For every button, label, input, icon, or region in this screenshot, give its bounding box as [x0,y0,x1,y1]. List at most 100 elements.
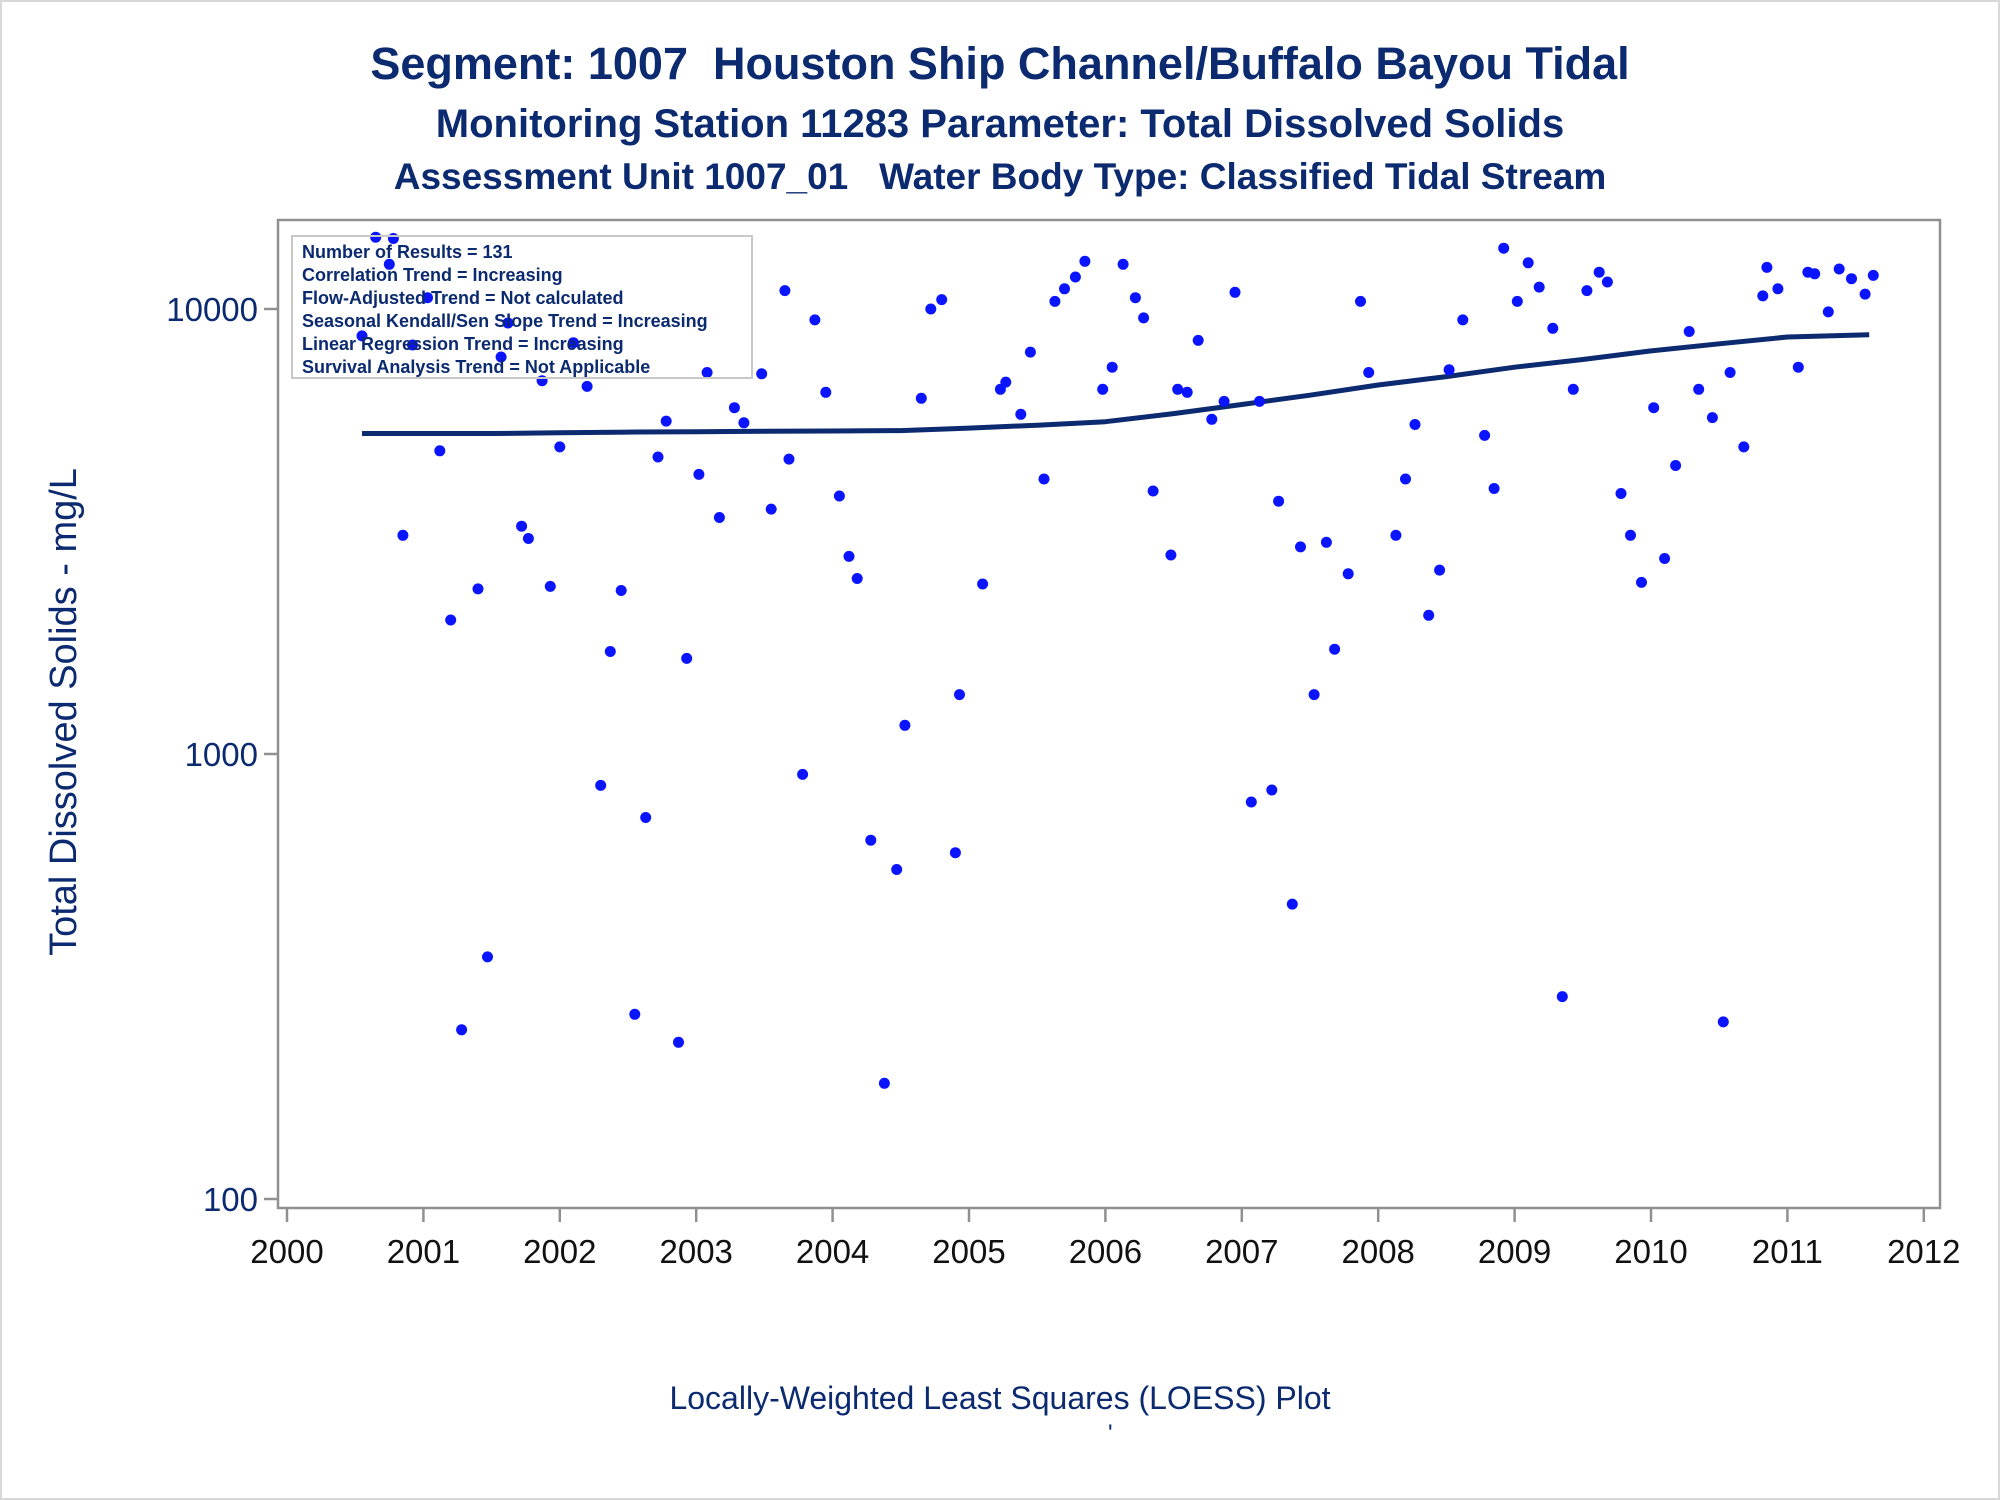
data-point [701,367,713,378]
data-point [865,834,877,846]
y-tick-label: 100 [203,1181,258,1218]
data-point [797,768,809,780]
data-point [660,415,672,427]
data-point [1809,268,1821,280]
data-point [765,503,777,515]
data-point [1049,295,1061,307]
data-point [502,317,514,329]
stats-box-line: Seasonal Kendall/Sen Slope Trend = Incre… [302,311,708,331]
data-point [629,1008,641,1020]
data-point [949,847,961,859]
data-point [977,578,989,590]
data-point [1738,441,1750,453]
chart-subtitle-station: Monitoring Station 11283 Parameter: Tota… [435,102,1565,146]
data-point [1400,473,1411,485]
data-point [522,533,534,544]
stats-box-line: Number of Results = 131 [302,242,513,262]
data-point [1038,473,1050,485]
data-point [370,231,382,243]
x-tick-label: 2011 [1752,1233,1823,1270]
data-point [495,351,507,363]
data-point [1059,283,1070,295]
data-point [1822,306,1834,318]
data-point [1724,367,1736,378]
data-point [1533,281,1545,293]
data-point [1659,553,1671,564]
data-point [1859,288,1871,300]
data-point [1165,549,1177,561]
data-point [1706,412,1718,424]
stats-box-line: Survival Analysis Trend = Not Applicable [302,357,650,377]
data-point [779,285,791,297]
data-point [1498,242,1510,254]
x-tick-label: 2003 [659,1233,732,1270]
data-point [1329,643,1341,655]
data-point [851,573,863,584]
data-point [554,441,566,453]
data-point [1295,541,1306,553]
data-point [595,779,607,791]
data-point [1761,261,1773,273]
data-point [1024,346,1036,358]
data-point [604,646,616,657]
data-point [1355,295,1366,307]
data-point [1117,258,1129,270]
loess-trend-line [362,332,1870,436]
data-point [1390,529,1402,541]
data-point [1717,1016,1729,1028]
data-point [1867,269,1879,281]
y-axis-label: Total Dissolved Solids - mg/L [43,468,85,956]
data-point [756,368,768,380]
data-point [640,812,652,823]
data-point [1693,383,1705,395]
data-point [1625,529,1636,541]
data-point [1522,257,1534,269]
x-tick-label: 2001 [387,1233,460,1270]
data-point [1833,263,1845,275]
data-point [1266,784,1278,796]
x-tick-label: 2009 [1478,1233,1551,1270]
data-point [1097,383,1109,395]
data-point [1138,312,1150,324]
data-point [1488,483,1500,494]
data-point [891,864,903,875]
data-point [356,330,368,342]
data-point [936,294,948,306]
data-point [899,719,911,731]
x-tick-label: 2007 [1205,1233,1278,1270]
data-point [1245,796,1257,808]
data-point [954,689,965,701]
chart-title: Segment: 1007 Houston Ship Channel/Buffa… [370,38,1630,89]
x-tick-label: 2005 [932,1233,1005,1270]
stats-box-line: Linear Regression Trend = Increasing [302,334,624,354]
plot-frame [276,218,1942,1210]
data-point [1846,273,1857,285]
data-point [1129,292,1141,304]
x-tick-label: 2008 [1341,1233,1414,1270]
data-point [915,392,927,404]
data-point [1069,271,1081,283]
data-point [1218,395,1230,407]
data-point [693,468,705,480]
data-point [1254,395,1265,407]
data-point [1670,460,1682,471]
data-point [482,951,493,963]
y-tick-label: 10000 [166,291,258,328]
stats-box-line: Flow-Adjusted Trend = Not calculated [302,288,624,308]
data-point [843,550,855,562]
data-point [1581,285,1593,297]
data-point [1423,609,1435,621]
data-point [878,1077,890,1089]
chart-subtitle-assessment: Assessment Unit 1007_01 Water Body Type:… [393,156,1607,197]
data-point [1192,334,1204,346]
y-tick-label: 1000 [185,736,258,773]
data-point [1342,568,1354,580]
x-tick-label: 2002 [523,1233,596,1270]
data-point [1615,488,1627,499]
data-point [1079,255,1091,267]
stats-box-line: Correlation Trend = Increasing [302,265,563,285]
data-point [1772,283,1784,295]
plot-area: 100 1000 10000 2000 2001 2002 2003 2004 2005 2006… [166,218,1961,1270]
data-point [1409,419,1421,430]
